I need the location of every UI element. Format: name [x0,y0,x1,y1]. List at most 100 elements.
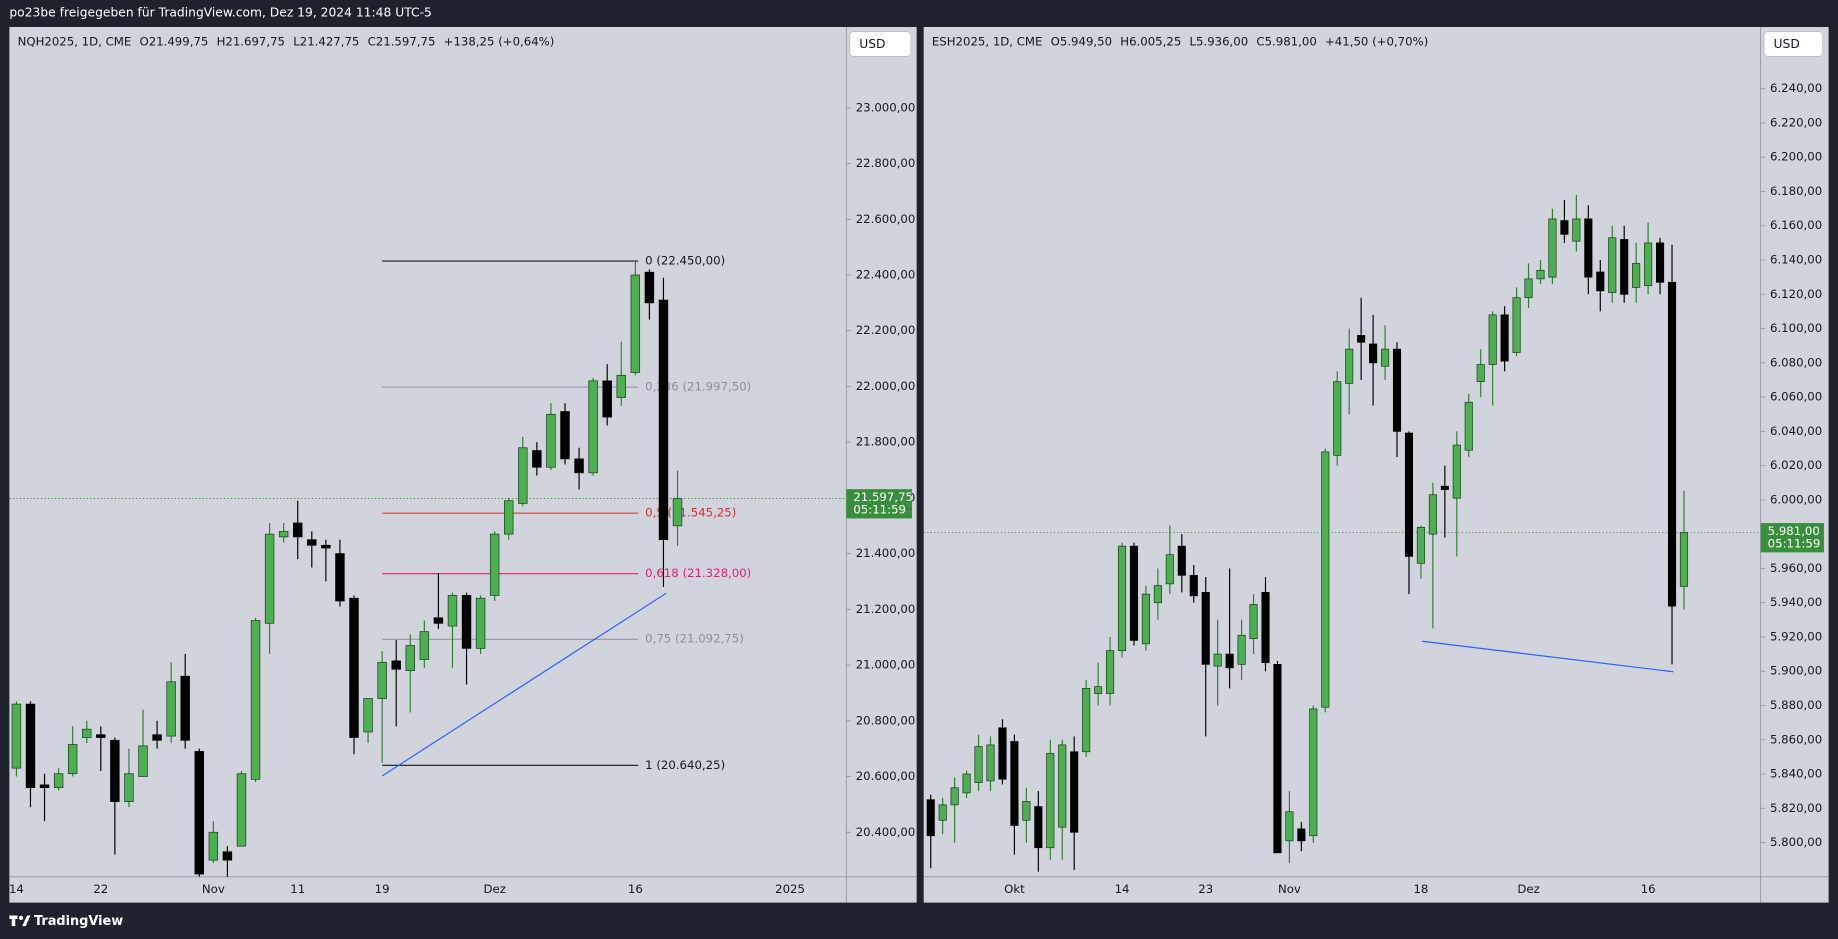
candle-body [363,698,373,733]
candle-body [1273,664,1282,854]
candle-body [222,851,233,861]
candle-body [208,831,219,861]
candle-body [264,533,275,624]
last-price-box [846,489,912,519]
candle-body [1476,364,1485,383]
legend-item: +41,50 (+0,70%) [1325,35,1428,49]
candle-body [560,411,570,460]
x-tick-label: Dez [483,882,505,896]
candle-body [25,703,36,789]
candle-body [1548,218,1557,278]
candle-body [1058,744,1067,828]
x-tick-label: Okt [1004,882,1025,896]
y-tick-label: 6.240,00 [1770,81,1822,95]
y-tick-label: 21.400,00 [856,546,916,560]
candle-body [1082,688,1091,753]
candle-body [546,413,556,468]
countdown: 05:11:59 [1768,537,1821,551]
candle-body [39,784,50,789]
y-tick-label: 23.000,00 [856,100,916,114]
x-tick-label: 16 [628,882,643,896]
legend-item: O21.499,75 [139,35,208,49]
legend-item: ESH2025, 1D, CME [932,35,1043,49]
candle-body [1644,242,1653,287]
x-tick-label: Nov [1278,882,1301,896]
candle-body [461,595,472,649]
fib-label: 0,75 (21.092,75) [645,632,744,646]
candle-body [658,299,669,541]
candle-body [152,734,162,741]
candle-body [335,553,345,602]
candle-body [574,458,584,474]
y-tick-label: 20.600,00 [856,769,916,783]
plot-area [923,194,1761,872]
y-tick-label: 21.200,00 [856,602,916,616]
x-tick-label: 19 [375,882,390,896]
candle-body [1189,574,1198,597]
candle-body [1416,526,1425,564]
x-tick-label: 16 [1641,882,1656,896]
candle-body [504,500,514,535]
candle-body [616,374,626,398]
candle-body [447,595,458,627]
y-tick-label: 20.400,00 [856,825,916,839]
last-price-label: 21.597,75 [853,490,913,504]
brand: TradingView [34,914,123,929]
candle-body [307,539,317,546]
y-tick-label: 5.880,00 [1770,698,1822,712]
fib-label: 0 (22.450,00) [645,254,725,268]
candle-body [950,787,959,806]
y-tick-label: 5.860,00 [1770,732,1822,746]
share-header: po23be freigegeben für TradingView.com, … [9,5,431,19]
y-tick-label: 21.800,00 [856,435,916,449]
y-tick-label: 22.400,00 [856,267,916,281]
candle-body [1620,239,1629,295]
candle-body [278,530,289,538]
candle-body [1488,314,1497,365]
y-tick-label: 22.600,00 [856,212,916,226]
y-tick-label: 6.060,00 [1770,390,1822,404]
last-price-label: 5.981,00 [1768,524,1820,538]
panel-background [9,26,917,903]
candle-body [1369,343,1378,364]
candle-body [644,271,655,304]
candle-body [1213,653,1222,667]
legend-item: H6.005,25 [1120,35,1181,49]
panels: 20.400,00 20.600,00 20.800,00 21.000,00 21.2… [9,26,1829,903]
x-tick-label: 18 [1413,882,1428,896]
candle-body [419,631,430,660]
y-tick-label: 5.900,00 [1770,664,1822,678]
tradingview-logo [9,915,31,927]
y-tick-label: 5.920,00 [1770,629,1822,643]
x-tick-label: Dez [1517,882,1539,896]
legend-item: L21.427,75 [293,35,359,49]
candle-body [321,544,331,549]
logo-part [22,915,31,927]
x-tick-label: 14 [1115,882,1130,896]
candle-body [96,734,106,738]
y-tick-label: 6.160,00 [1770,218,1822,232]
candle-body [602,380,612,418]
candle-body [998,727,1007,780]
candle-body [236,773,247,847]
candle-body [974,746,983,783]
y-tick-label: 5.800,00 [1770,835,1822,849]
candle-body [1536,269,1545,280]
candle-body [986,744,995,782]
candle-body [194,751,204,875]
candle-body [1512,297,1521,353]
x-tick-label: 11 [290,882,305,896]
candle-body [82,728,92,738]
candle-body [1440,485,1449,490]
y-tick-label: 5.820,00 [1770,801,1822,815]
currency-button[interactable]: USD [1763,31,1824,57]
candle-body [110,739,120,802]
logo-part [11,915,16,927]
y-tick-label: 5.840,00 [1770,767,1822,781]
candle-body [1608,237,1617,293]
currency-button[interactable]: USD [849,31,912,57]
legend-item: NQH2025, 1D, CME [18,35,132,49]
y-tick-label: 20.800,00 [856,713,916,727]
trendline [381,592,667,777]
